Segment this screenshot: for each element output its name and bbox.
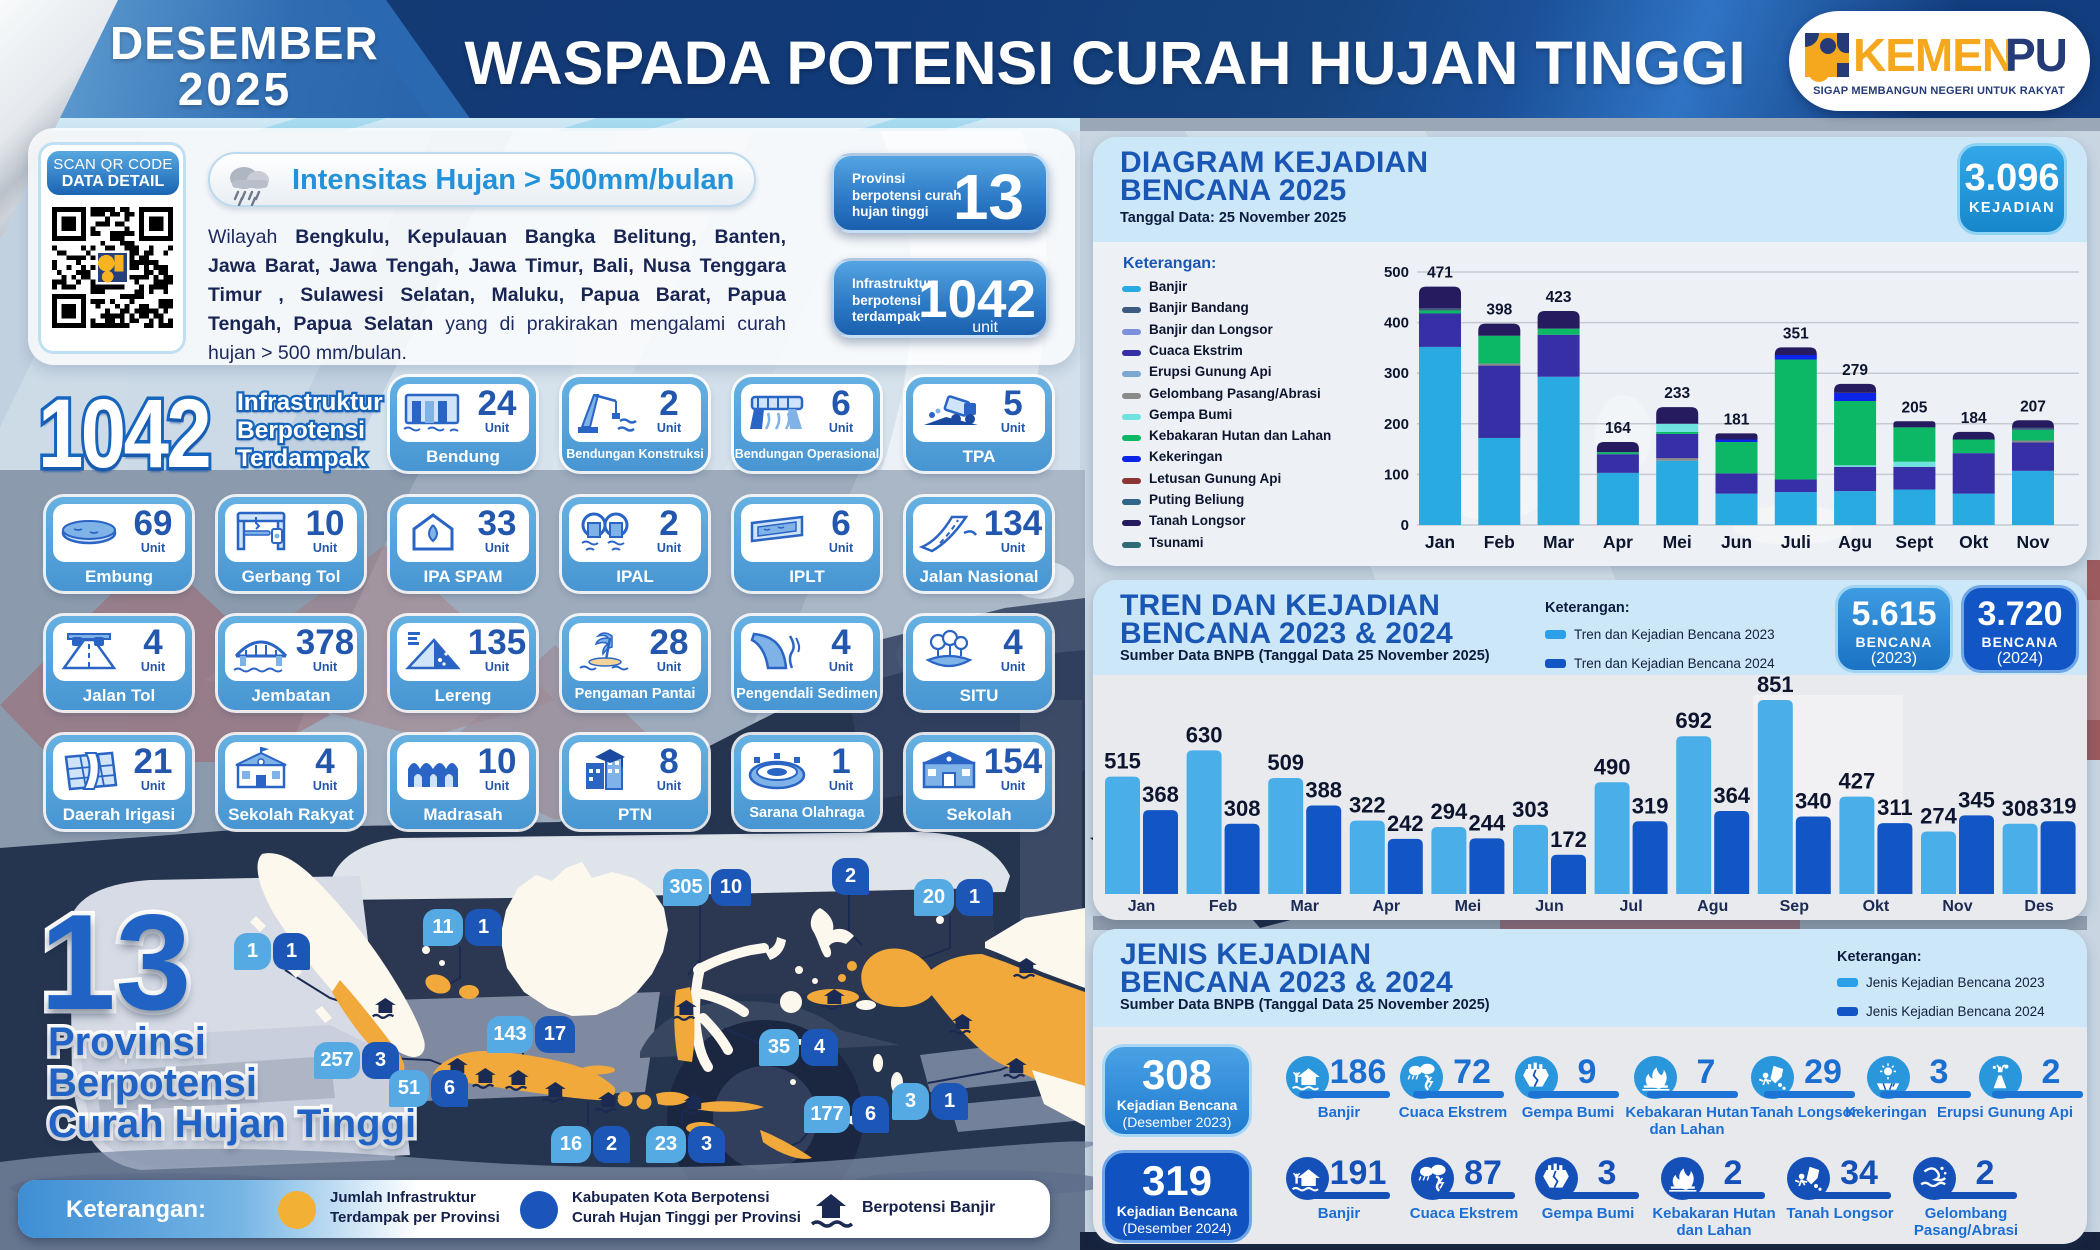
svg-text:509: 509 bbox=[1267, 750, 1304, 775]
svg-text:Nov: Nov bbox=[1942, 898, 1972, 915]
svg-text:308: 308 bbox=[1224, 796, 1261, 821]
svg-text:Agu: Agu bbox=[1838, 532, 1872, 552]
svg-text:319: 319 bbox=[2040, 793, 2077, 818]
svg-text:Mei: Mei bbox=[1455, 898, 1482, 915]
svg-text:Feb: Feb bbox=[1484, 532, 1515, 552]
svg-text:322: 322 bbox=[1349, 793, 1386, 818]
svg-text:300: 300 bbox=[1384, 365, 1409, 382]
svg-text:345: 345 bbox=[1958, 787, 1995, 812]
svg-text:PU: PU bbox=[2005, 29, 2067, 81]
svg-text:398: 398 bbox=[1486, 302, 1512, 319]
svg-text:274: 274 bbox=[1920, 804, 1957, 829]
svg-text:Mei: Mei bbox=[1663, 532, 1692, 552]
svg-text:Okt: Okt bbox=[1959, 532, 1988, 552]
svg-text:0: 0 bbox=[1401, 517, 1409, 534]
svg-text:500: 500 bbox=[1384, 264, 1409, 281]
svg-text:Jul: Jul bbox=[1620, 898, 1643, 915]
svg-text:205: 205 bbox=[1901, 399, 1927, 416]
svg-text:340: 340 bbox=[1795, 789, 1832, 814]
svg-text:351: 351 bbox=[1783, 325, 1809, 342]
svg-text:294: 294 bbox=[1431, 799, 1468, 824]
svg-text:308: 308 bbox=[2002, 796, 2039, 821]
svg-text:Apr: Apr bbox=[1603, 532, 1633, 552]
svg-text:164: 164 bbox=[1605, 420, 1631, 437]
svg-text:184: 184 bbox=[1961, 410, 1987, 427]
svg-text:Okt: Okt bbox=[1863, 898, 1890, 915]
svg-text:Jan: Jan bbox=[1425, 532, 1455, 552]
svg-text:319: 319 bbox=[1632, 793, 1669, 818]
svg-text:423: 423 bbox=[1546, 289, 1572, 306]
svg-text:242: 242 bbox=[1387, 811, 1424, 836]
svg-text:630: 630 bbox=[1186, 722, 1223, 747]
svg-text:Des: Des bbox=[2024, 898, 2053, 915]
svg-text:Sept: Sept bbox=[1895, 532, 1933, 552]
svg-text:100: 100 bbox=[1384, 466, 1409, 483]
svg-text:Jun: Jun bbox=[1721, 532, 1752, 552]
svg-text:692: 692 bbox=[1675, 708, 1712, 733]
svg-text:Nov: Nov bbox=[2016, 532, 2049, 552]
svg-text:427: 427 bbox=[1839, 769, 1876, 794]
svg-text:471: 471 bbox=[1427, 265, 1453, 282]
svg-text:400: 400 bbox=[1384, 315, 1409, 332]
svg-text:388: 388 bbox=[1305, 778, 1342, 803]
svg-text:Sep: Sep bbox=[1780, 898, 1810, 915]
svg-text:Juli: Juli bbox=[1781, 532, 1811, 552]
svg-text:364: 364 bbox=[1713, 783, 1750, 808]
svg-text:244: 244 bbox=[1469, 810, 1506, 835]
svg-text:233: 233 bbox=[1664, 385, 1690, 402]
svg-text:515: 515 bbox=[1104, 749, 1141, 774]
svg-text:172: 172 bbox=[1550, 827, 1587, 852]
svg-text:SIGAP MEMBANGUN NEGERI UNTUK R: SIGAP MEMBANGUN NEGERI UNTUK RAKYAT bbox=[1813, 85, 2065, 97]
svg-text:Apr: Apr bbox=[1373, 898, 1401, 915]
svg-text:Jun: Jun bbox=[1535, 898, 1563, 915]
svg-text:368: 368 bbox=[1142, 782, 1179, 807]
svg-text:Mar: Mar bbox=[1290, 898, 1318, 915]
svg-text:303: 303 bbox=[1512, 797, 1549, 822]
svg-text:Mar: Mar bbox=[1543, 532, 1574, 552]
svg-text:KEMEN: KEMEN bbox=[1853, 29, 2014, 81]
svg-text:851: 851 bbox=[1757, 675, 1794, 697]
svg-text:Feb: Feb bbox=[1209, 898, 1238, 915]
svg-text:Agu: Agu bbox=[1697, 898, 1728, 915]
svg-text:207: 207 bbox=[2020, 398, 2046, 415]
svg-text:200: 200 bbox=[1384, 416, 1409, 433]
svg-text:311: 311 bbox=[1877, 795, 1913, 820]
svg-text:181: 181 bbox=[1724, 411, 1750, 428]
svg-text:490: 490 bbox=[1594, 754, 1631, 779]
svg-text:Jan: Jan bbox=[1128, 898, 1156, 915]
svg-text:279: 279 bbox=[1842, 362, 1868, 379]
